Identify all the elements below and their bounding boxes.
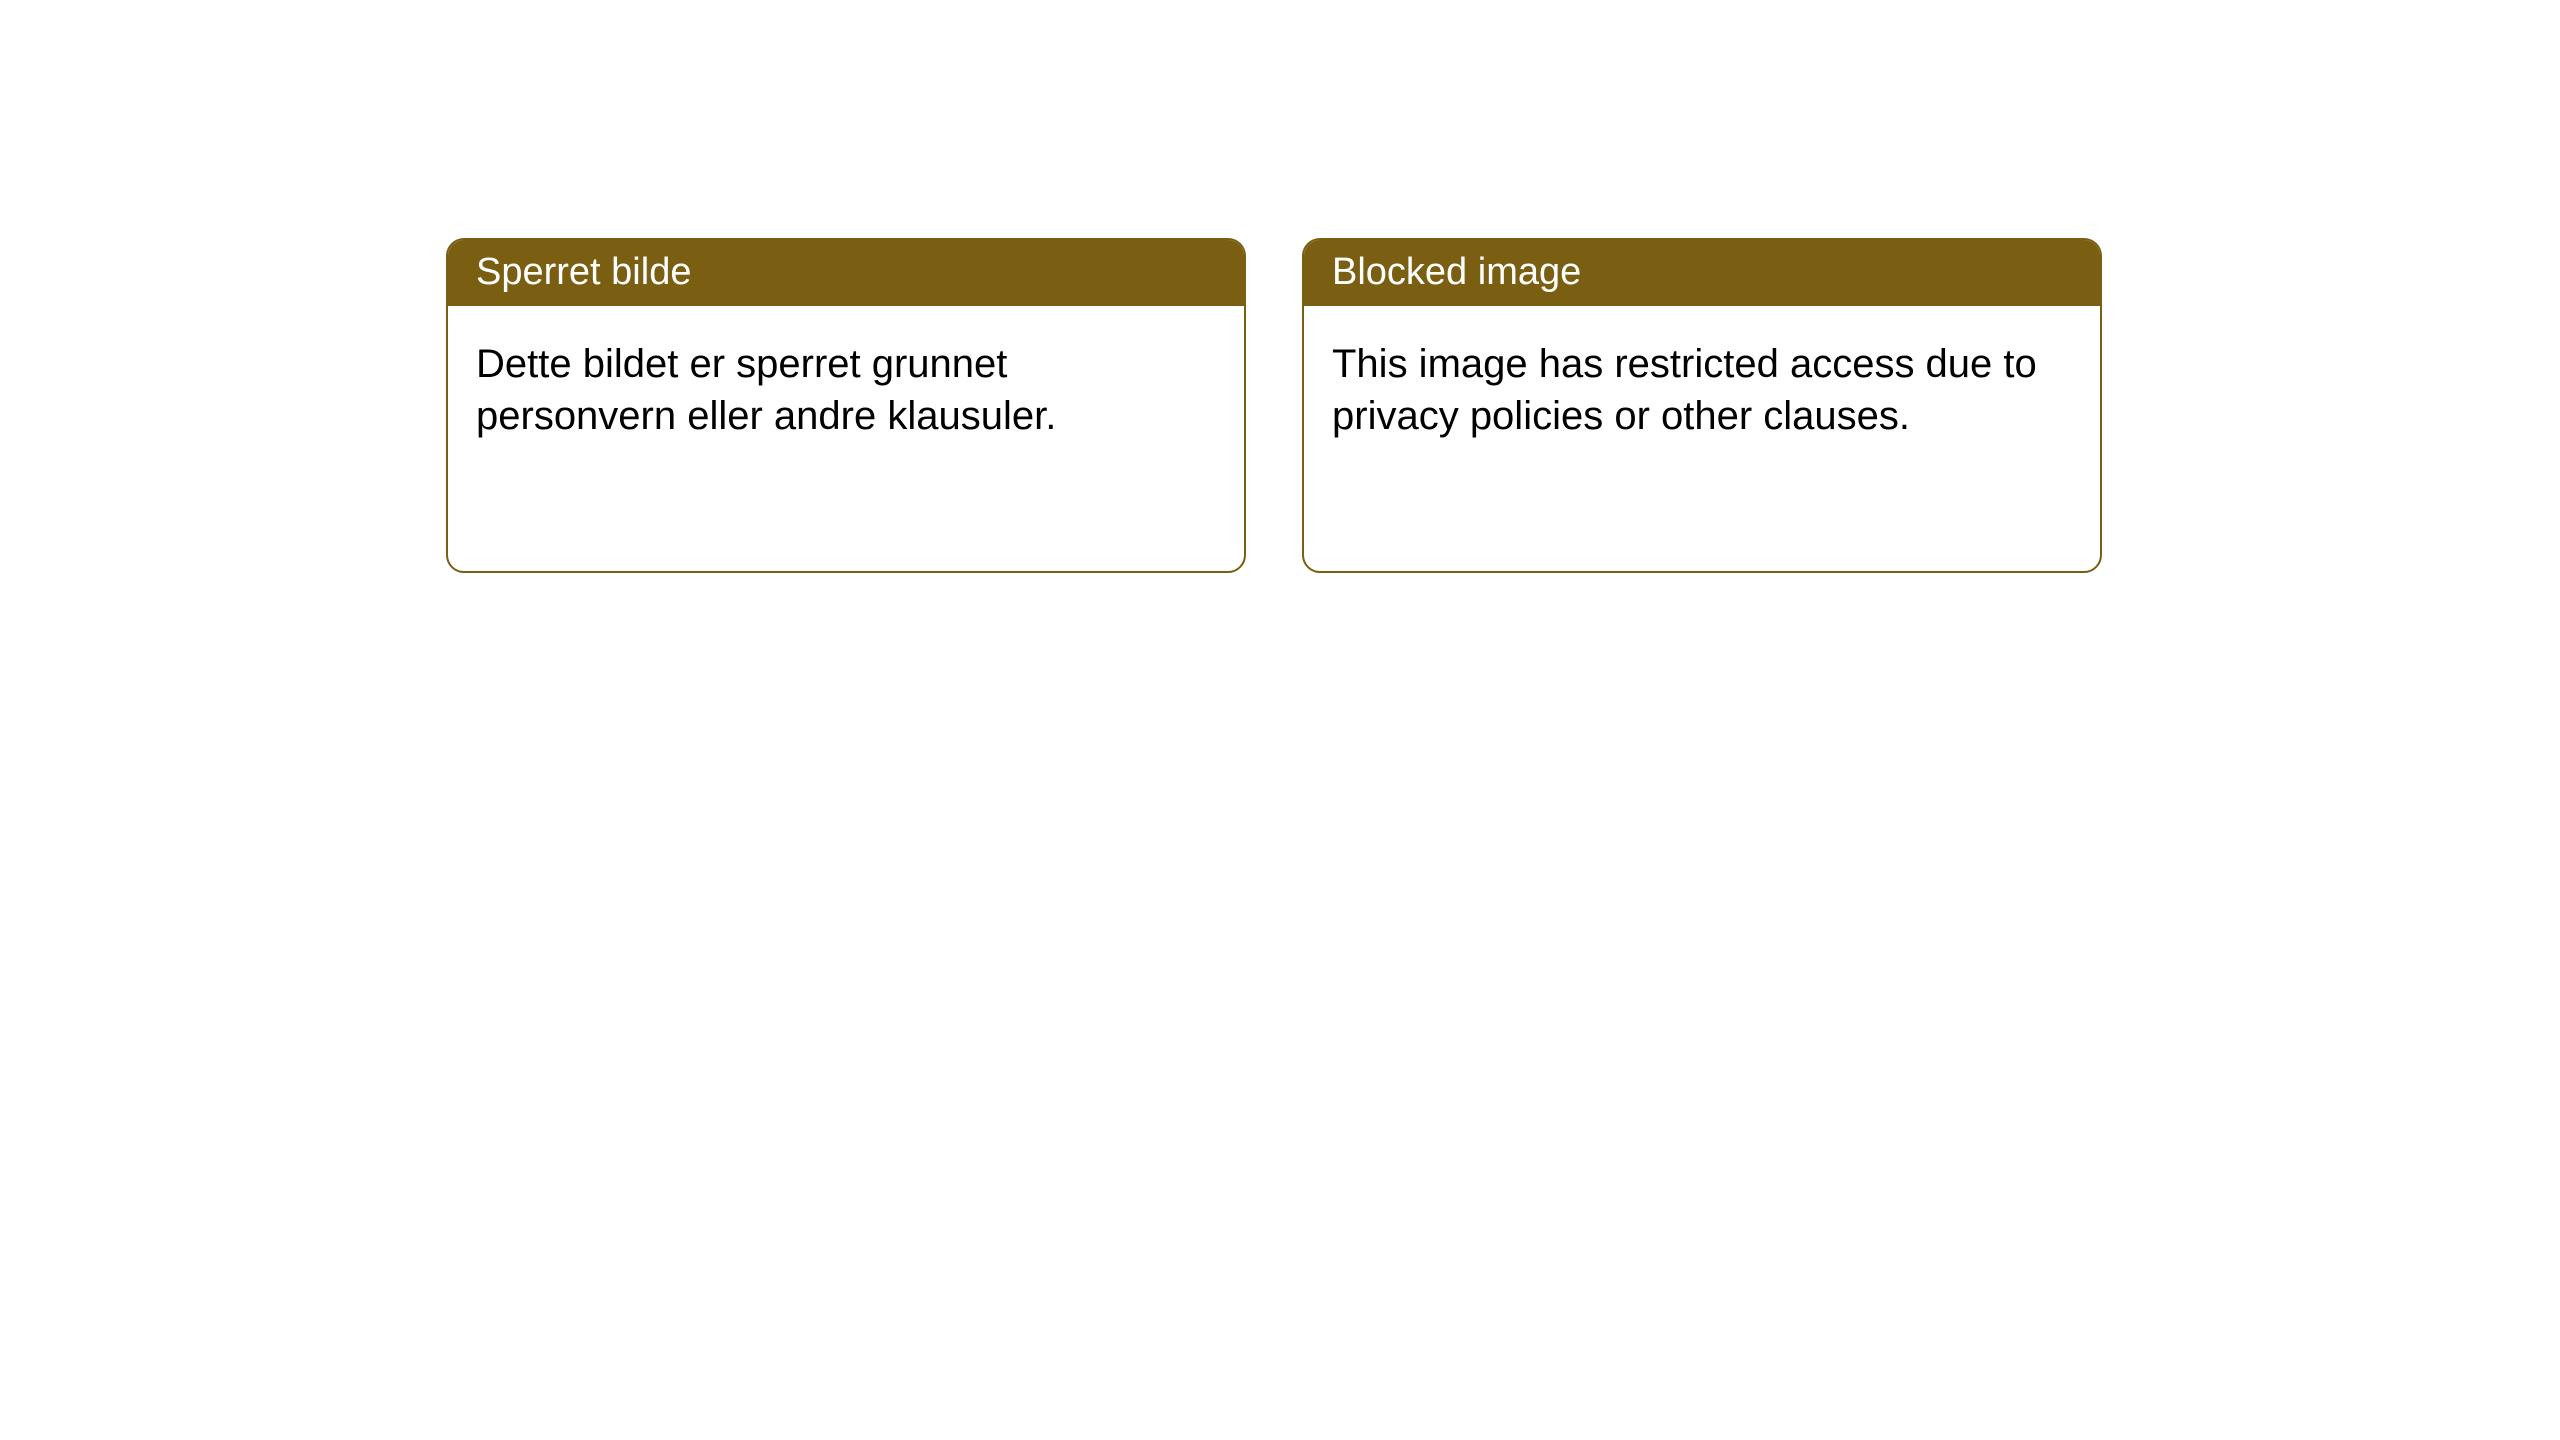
card-header: Blocked image <box>1304 240 2100 306</box>
card-body: Dette bildet er sperret grunnet personve… <box>448 306 1244 474</box>
card-body: This image has restricted access due to … <box>1304 306 2100 474</box>
notice-container: Sperret bilde Dette bildet er sperret gr… <box>446 238 2102 573</box>
card-body-text: Dette bildet er sperret grunnet personve… <box>476 342 1056 438</box>
card-title: Blocked image <box>1332 251 1581 293</box>
notice-card-english: Blocked image This image has restricted … <box>1302 238 2102 573</box>
card-header: Sperret bilde <box>448 240 1244 306</box>
card-title: Sperret bilde <box>476 251 691 293</box>
card-body-text: This image has restricted access due to … <box>1332 342 2037 438</box>
notice-card-norwegian: Sperret bilde Dette bildet er sperret gr… <box>446 238 1246 573</box>
